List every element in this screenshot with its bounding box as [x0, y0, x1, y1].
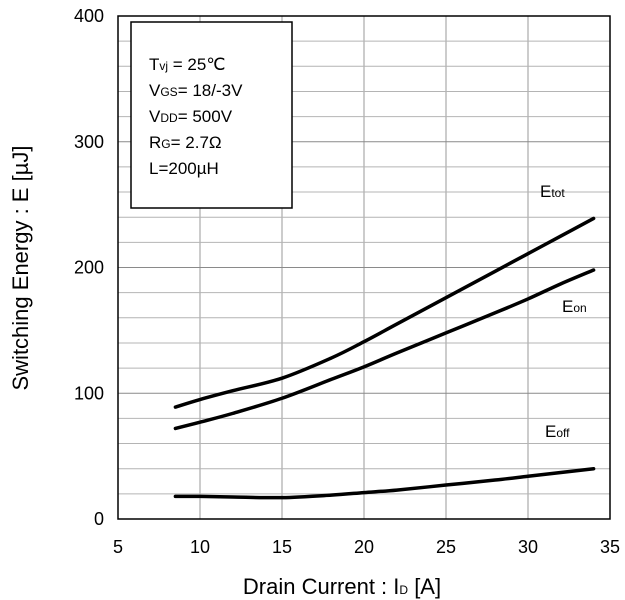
- y-tick-label: 100: [74, 383, 104, 403]
- series-lines: [173, 216, 596, 500]
- condition-line: VGS= 18/-3V: [149, 81, 243, 100]
- series-labels: Etot Eon Eoff: [540, 182, 587, 441]
- x-tick-label: 20: [354, 537, 374, 557]
- x-tick-labels: 5 10 15 20 25 30 35: [113, 537, 620, 557]
- plot-frame: [117, 15, 611, 520]
- x-axis-title-suffix: [A]: [408, 574, 441, 599]
- series-line-on: [173, 268, 596, 431]
- condition-line: RG= 2.7Ω: [149, 133, 222, 152]
- y-axis-title: Switching Energy : E [µJ]: [8, 146, 33, 391]
- x-tick-label: 25: [436, 537, 456, 557]
- x-tick-label: 5: [113, 537, 123, 557]
- condition-line: VDD= 500V: [149, 107, 233, 126]
- y-tick-label: 0: [94, 509, 104, 529]
- x-axis-title: Drain Current : ID [A]: [243, 574, 441, 599]
- x-tick-label: 30: [518, 537, 538, 557]
- condition-line: L=200µH: [149, 159, 219, 178]
- y-tick-labels: 0 100 200 300 400: [74, 6, 104, 529]
- x-tick-label: 15: [272, 537, 292, 557]
- y-tick-label: 400: [74, 6, 104, 26]
- series-label-off: Eoff: [545, 422, 570, 441]
- series-label-on: Eon: [562, 297, 587, 316]
- y-tick-label: 300: [74, 132, 104, 152]
- series-line-tot: [173, 216, 596, 409]
- series-line-off: [173, 466, 596, 500]
- conditions-box-frame: [130, 21, 293, 209]
- y-tick-label: 200: [74, 258, 104, 278]
- x-tick-label: 35: [600, 537, 620, 557]
- x-axis-title-main: Drain Current : I: [243, 574, 400, 599]
- x-tick-label: 10: [190, 537, 210, 557]
- x-axis-title-sub: D: [399, 583, 408, 597]
- condition-line: Tvj = 25℃: [149, 55, 225, 74]
- conditions-box: Tvj = 25℃ VGS= 18/-3V VDD= 500V RG= 2.7Ω L=2…: [130, 21, 293, 209]
- series-label-tot: Etot: [540, 182, 565, 201]
